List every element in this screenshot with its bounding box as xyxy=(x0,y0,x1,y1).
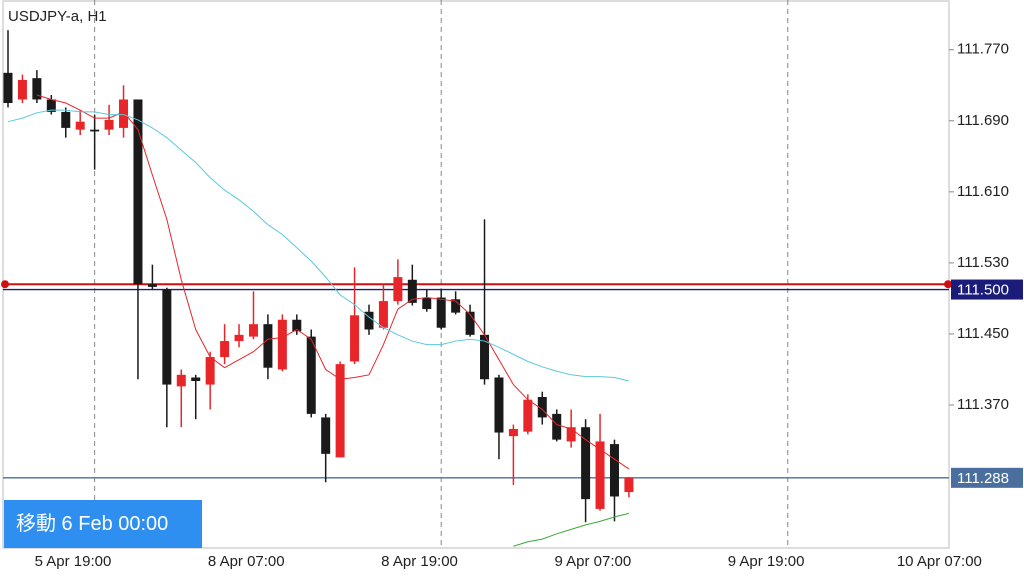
x-tick-label: 9 Apr 07:00 xyxy=(554,553,631,570)
candle-body xyxy=(451,299,461,313)
moving-average xyxy=(7,109,630,382)
candle-body xyxy=(494,377,504,433)
x-tick-label: 10 Apr 07:00 xyxy=(897,553,982,570)
candle-body xyxy=(595,441,605,509)
candle-body xyxy=(378,301,388,328)
chart-title: USDJPY-a, H1 xyxy=(8,8,107,25)
candle-body xyxy=(119,99,129,128)
moving-average xyxy=(36,94,630,470)
moving-average xyxy=(513,512,630,547)
scroll-button[interactable]: 移動 6 Feb 00:00 xyxy=(4,500,202,548)
y-tick-label: 111.690 xyxy=(957,112,1009,129)
price-label-box xyxy=(951,467,1023,488)
candle-body xyxy=(46,99,56,112)
candle-body xyxy=(465,311,475,335)
candle-body xyxy=(537,397,547,418)
candle-body xyxy=(350,315,360,362)
candle-body xyxy=(566,427,576,442)
candle-body xyxy=(407,279,417,303)
candle-body xyxy=(90,129,100,132)
candle-body xyxy=(335,364,345,458)
candle-body xyxy=(17,79,27,100)
x-tick-label: 8 Apr 07:00 xyxy=(208,553,285,570)
x-tick-label: 5 Apr 19:00 xyxy=(35,553,112,570)
candle-body xyxy=(191,377,201,382)
candle-body xyxy=(552,413,562,440)
price-label: 111.288 xyxy=(957,470,1009,487)
candle-body xyxy=(263,324,273,368)
candle-body xyxy=(523,399,533,432)
candle-body xyxy=(277,319,287,370)
y-tick-label: 111.450 xyxy=(957,325,1009,342)
candle-body xyxy=(133,99,143,285)
x-tick-label: 9 Apr 19:00 xyxy=(728,553,805,570)
candle-body xyxy=(480,334,490,380)
line-handle xyxy=(1,280,9,289)
candle-body xyxy=(624,477,634,493)
candle-body xyxy=(104,119,114,130)
candle-body xyxy=(364,311,374,330)
candle-body xyxy=(248,324,258,337)
candle-body xyxy=(61,111,71,128)
candle-body xyxy=(508,428,518,437)
candle-body xyxy=(32,78,42,100)
candle-body xyxy=(147,284,157,287)
candle-body xyxy=(75,121,85,130)
candle-body xyxy=(176,374,186,387)
candle-body xyxy=(220,341,230,358)
candle-body xyxy=(393,277,403,302)
candle-body xyxy=(436,297,446,328)
y-tick-label: 111.610 xyxy=(957,183,1009,200)
price-label-box xyxy=(951,279,1023,300)
candle-body xyxy=(3,72,13,104)
y-tick-label: 111.770 xyxy=(957,41,1009,58)
candle-body xyxy=(321,417,331,454)
x-tick-label: 8 Apr 19:00 xyxy=(381,553,458,570)
plot-frame xyxy=(2,0,950,549)
candle-body xyxy=(234,334,244,342)
candle-body xyxy=(609,444,619,497)
candle-body xyxy=(162,289,172,385)
candle-body xyxy=(422,297,432,310)
candle-body xyxy=(581,427,591,500)
candle-body xyxy=(205,357,215,385)
price-label: 111.500 xyxy=(957,282,1009,299)
candle-body xyxy=(292,319,302,332)
candle-body xyxy=(306,336,316,414)
line-handle xyxy=(944,280,952,289)
y-tick-label: 111.370 xyxy=(957,396,1009,413)
y-tick-label: 111.530 xyxy=(957,254,1009,271)
